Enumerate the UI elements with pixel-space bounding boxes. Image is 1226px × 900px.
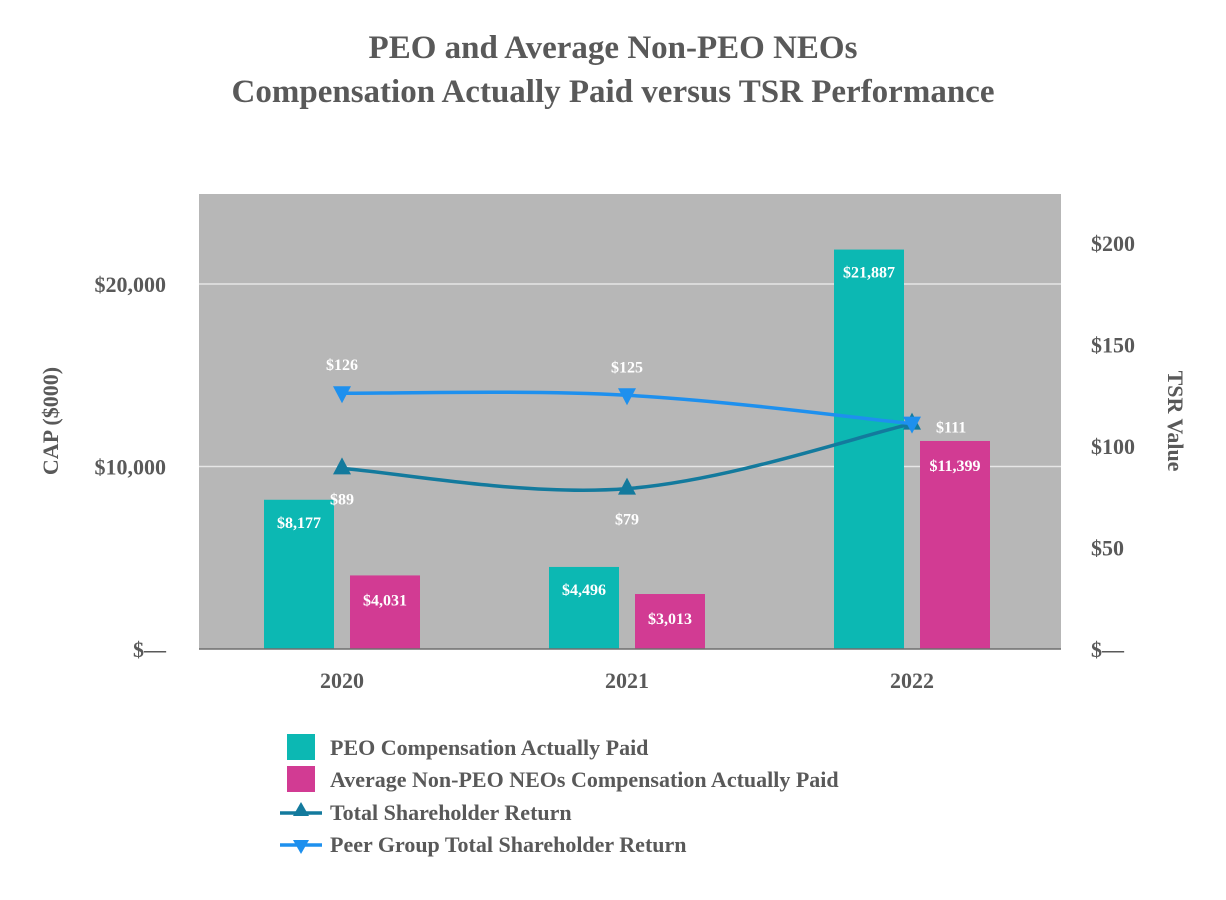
- left-axis-ticks: $— $10,000 $20,000: [95, 272, 168, 662]
- line-data-label: $126: [326, 357, 358, 374]
- legend-marker-tsr: [293, 802, 309, 816]
- bar-data-label: $8,177: [277, 515, 321, 532]
- right-tick-label: $—: [1091, 637, 1125, 662]
- marker-peer-tsr: [333, 386, 351, 404]
- bar-data-label: $4,031: [363, 592, 407, 609]
- bar-non-peo-cap: [920, 440, 990, 649]
- left-tick-label: $10,000: [95, 455, 167, 480]
- bar-non-peo-cap: [350, 575, 420, 649]
- x-tick-label: 2022: [890, 668, 934, 693]
- left-tick-label: $20,000: [95, 272, 167, 297]
- left-tick-label: $—: [133, 637, 167, 662]
- marker-tsr: [618, 477, 636, 495]
- right-tick-label: $50: [1091, 536, 1124, 561]
- legend-swatch-non-peo-cap: [287, 766, 315, 792]
- bar-non-peo-cap: [635, 594, 705, 649]
- bar-peo-cap: [834, 249, 904, 649]
- bars-group: [264, 249, 990, 649]
- left-axis-title: CAP ($000): [38, 367, 63, 475]
- legend-swatch-peo-cap: [287, 734, 315, 760]
- line-data-label: $89: [330, 491, 354, 508]
- lines-group: [333, 386, 921, 495]
- chart-title-line-2: Compensation Actually Paid versus TSR Pe…: [232, 74, 995, 110]
- bar-data-label: $3,013: [648, 611, 692, 628]
- marker-peer-tsr: [903, 416, 921, 434]
- chart-title-line-1: PEO and Average Non-PEO NEOs: [369, 30, 858, 66]
- legend-label-non-peo-cap: Average Non-PEO NEOs Compensation Actual…: [330, 767, 839, 792]
- legend-label-peer-tsr: Peer Group Total Shareholder Return: [330, 832, 687, 857]
- line-data-label: $125: [611, 359, 643, 376]
- legend-marker-peer-tsr: [293, 840, 309, 854]
- right-axis-ticks: $— $50 $100 $150 $200: [1091, 231, 1135, 662]
- bar-data-label: $21,887: [843, 265, 895, 282]
- legend-label-peo-cap: PEO Compensation Actually Paid: [330, 735, 648, 760]
- x-tick-label: 2021: [605, 668, 649, 693]
- data-labels-group: $8,177 $4,496 $21,887 $4,031 $3,013 $11,399 $8…: [277, 265, 981, 628]
- bar-peo-cap: [549, 566, 619, 649]
- legend-label-tsr: Total Shareholder Return: [330, 800, 572, 825]
- x-tick-label: 2020: [320, 668, 364, 693]
- right-axis-title: TSR Value: [1163, 371, 1188, 472]
- right-tick-label: $100: [1091, 434, 1135, 459]
- line-data-label: $111: [936, 420, 966, 437]
- marker-peer-tsr: [618, 388, 636, 406]
- legend: PEO Compensation Actually Paid Average N…: [280, 734, 839, 857]
- bar-peo-cap: [264, 499, 334, 649]
- x-axis-ticks: 2020 2021 2022: [320, 668, 934, 693]
- line-data-label: $79: [615, 512, 639, 529]
- bar-data-label: $4,496: [562, 582, 606, 599]
- right-tick-label: $200: [1091, 231, 1135, 256]
- right-tick-label: $150: [1091, 333, 1135, 358]
- bar-data-label: $11,399: [929, 458, 980, 475]
- marker-tsr: [333, 457, 351, 475]
